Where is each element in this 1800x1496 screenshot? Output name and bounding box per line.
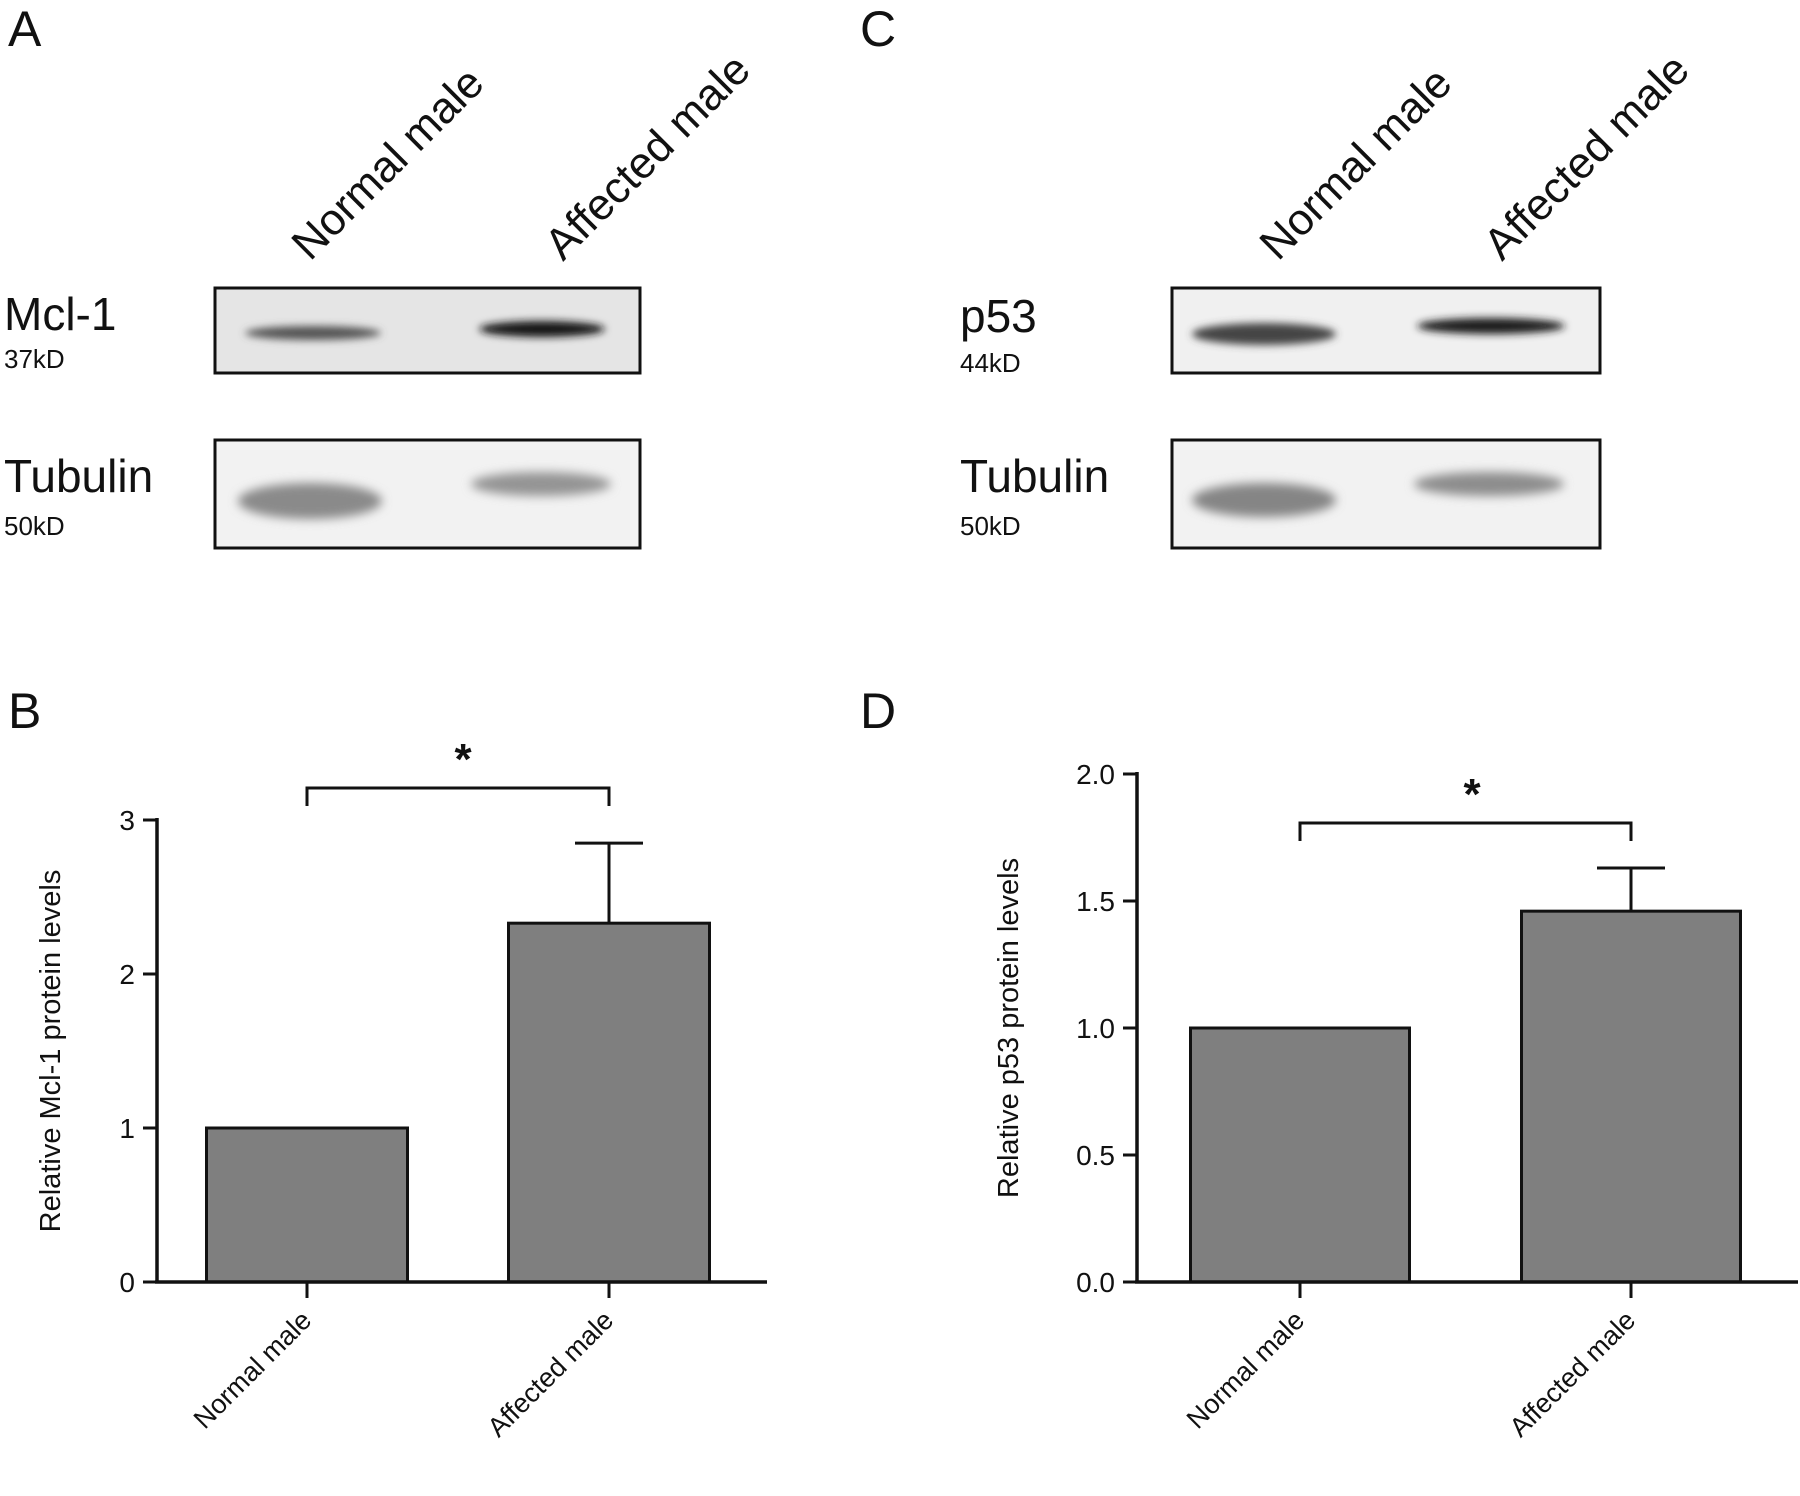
blot-band [471, 472, 611, 496]
protein-size: 50kD [4, 511, 65, 541]
lane-label-affected: Affected male [1474, 45, 1698, 269]
panel-letter-a: A [8, 1, 42, 57]
significance-bracket [1298, 821, 1633, 841]
panel-letter-d: D [860, 683, 896, 739]
bar [1520, 909, 1742, 1284]
chart-b: 0 1 2 3 Normal male Affected male Relative Mcl… [35, 735, 767, 1443]
protein-name: Tubulin [960, 450, 1109, 502]
blot-band [1192, 323, 1336, 345]
y-tick-label: 1.5 [1076, 886, 1115, 917]
blot-band [479, 321, 605, 337]
chart-d: 0.0 0.5 1.0 1.5 2.0 Normal male Affected male R… [993, 759, 1798, 1443]
y-tick-label: 1.0 [1076, 1013, 1115, 1044]
blot-band [245, 326, 381, 340]
lane-label-affected: Affected male [535, 45, 759, 269]
protein-name: Mcl-1 [4, 288, 116, 340]
protein-size: 50kD [960, 511, 1021, 541]
lane-label-normal: Normal male [1250, 58, 1461, 269]
bar [1189, 1026, 1411, 1284]
y-axis-title: Relative Mcl-1 protein levels [35, 870, 67, 1233]
panel-letter-c: C [860, 1, 896, 57]
x-tick-label: Affected male [482, 1305, 620, 1443]
y-tick-label: 0.5 [1076, 1140, 1115, 1171]
y-axis-title: Relative p53 protein levels [993, 858, 1025, 1198]
blot-c: Normal male Affected male p53 44kD Tubul… [960, 45, 1699, 550]
protein-name: p53 [960, 290, 1037, 342]
protein-name: Tubulin [4, 450, 153, 502]
blot-band [238, 483, 382, 519]
y-tick-label: 1 [119, 1113, 135, 1144]
protein-size: 37kD [4, 344, 65, 374]
bar [205, 1126, 409, 1284]
y-tick-label: 3 [119, 805, 135, 836]
protein-size: 44kD [960, 348, 1021, 378]
y-tick-label: 2 [119, 959, 135, 990]
blot-band [1414, 472, 1564, 496]
panel-letter-b: B [8, 683, 41, 739]
significance-mark: * [454, 735, 472, 784]
y-tick-label: 0 [119, 1267, 135, 1298]
y-tick-label: 0.0 [1076, 1267, 1115, 1298]
blot-band [1417, 318, 1565, 334]
blot-band [1192, 483, 1336, 517]
y-tick-label: 2.0 [1076, 759, 1115, 790]
significance-mark: * [1463, 770, 1481, 819]
significance-bracket [305, 786, 611, 806]
x-tick-label: Normal male [1181, 1305, 1310, 1434]
bar [507, 921, 711, 1284]
x-tick-label: Normal male [188, 1305, 317, 1434]
x-tick-label: Affected male [1504, 1305, 1642, 1443]
lane-label-normal: Normal male [282, 58, 493, 269]
blot-a: Normal male Affected male Mcl-1 37kD Tub… [4, 45, 760, 550]
